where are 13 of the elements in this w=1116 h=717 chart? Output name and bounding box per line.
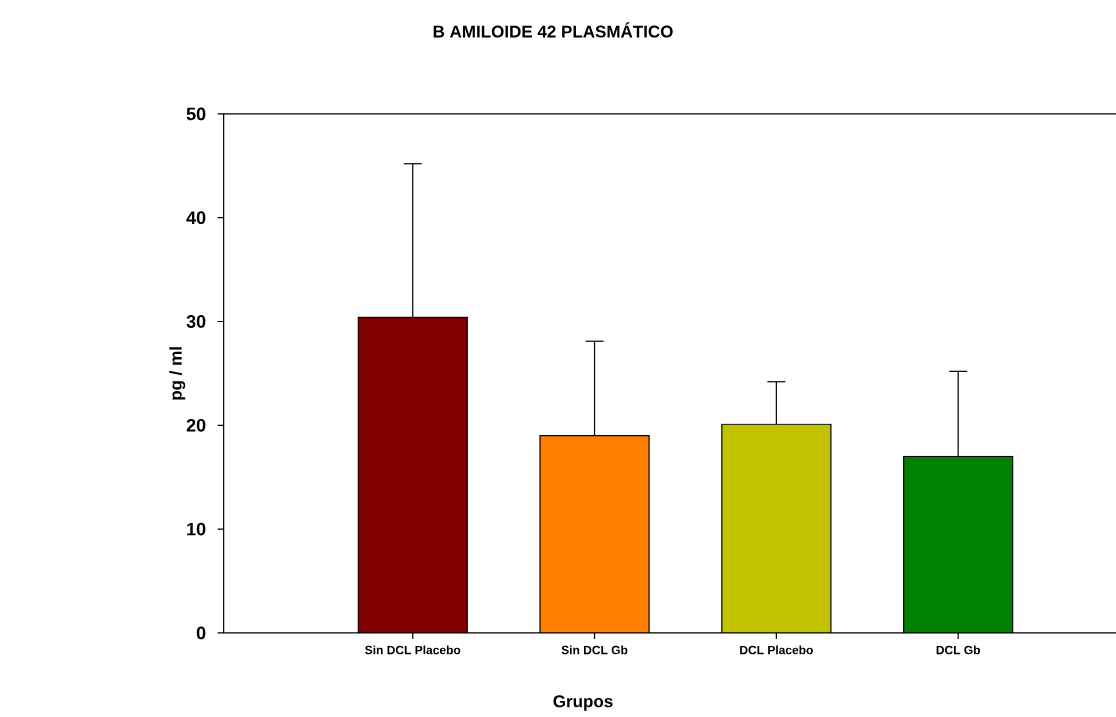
y-tick-label: 0 — [196, 626, 206, 640]
x-tick-label: Sin DCL Placebo — [365, 645, 461, 655]
x-tick-label: DCL Placebo — [740, 645, 813, 655]
y-tick-label: 50 — [186, 107, 206, 121]
y-tick-label: 40 — [186, 211, 206, 225]
x-axis-title: Grupos — [553, 695, 613, 711]
y-axis-title: pg / ml — [169, 347, 186, 400]
y-tick-label: 10 — [187, 522, 206, 536]
y-tick-label: 20 — [186, 418, 206, 432]
chart-title: B AMILOIDE 42 PLASMÁTICO — [433, 22, 673, 38]
y-tick-label: 30 — [186, 315, 206, 328]
x-tick-label: DCL Gb — [936, 645, 981, 655]
x-tick-label: Sin DCL Gb — [561, 645, 628, 655]
